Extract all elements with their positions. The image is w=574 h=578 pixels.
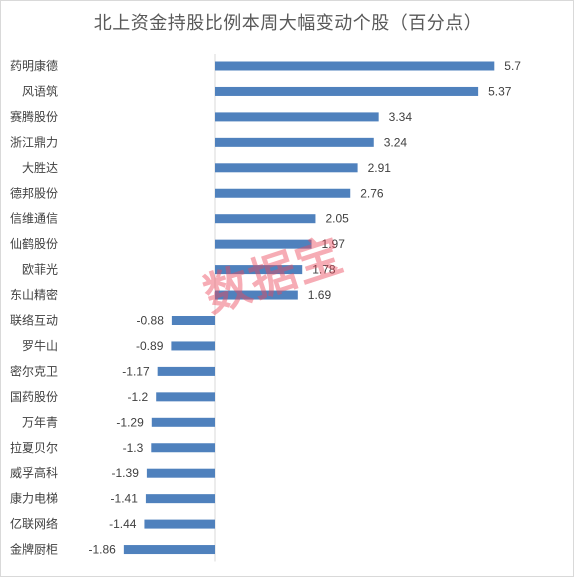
bar-6 (215, 214, 316, 224)
value-label-18: -1.44 (109, 517, 137, 531)
category-label-13: 国药股份 (10, 390, 58, 404)
value-label-12: -1.17 (122, 364, 150, 378)
category-label-12: 密尔克卫 (10, 363, 58, 378)
value-label-11: -0.89 (136, 339, 164, 353)
category-label-17: 康力电梯 (10, 491, 58, 506)
bar-4 (215, 163, 358, 173)
bar-14 (151, 417, 215, 427)
value-label-8: 1.78 (312, 263, 336, 277)
bar-16 (146, 468, 215, 478)
category-label-0: 药明康德 (10, 58, 58, 73)
value-label-19: -1.86 (89, 543, 117, 557)
chart-title: 北上资金持股比例本周大幅变动个股（百分点） (93, 13, 483, 34)
value-label-3: 3.24 (384, 135, 408, 149)
category-label-8: 欧菲光 (22, 263, 58, 277)
bar-2 (215, 112, 379, 122)
category-label-9: 东山精密 (10, 287, 58, 302)
value-label-13: -1.2 (128, 390, 149, 404)
bar-15 (151, 443, 215, 453)
bar-18 (144, 519, 215, 529)
category-label-11: 罗牛山 (22, 338, 58, 353)
category-label-18: 亿联网络 (10, 516, 58, 531)
value-label-7: 1.97 (322, 237, 346, 251)
bar-8 (215, 265, 303, 275)
bar-12 (157, 366, 215, 376)
value-label-0: 5.7 (504, 59, 521, 73)
bar-17 (145, 494, 215, 504)
value-label-9: 1.69 (308, 288, 332, 302)
category-label-5: 德邦股份 (10, 185, 58, 200)
bar-19 (123, 545, 215, 555)
bar-11 (171, 341, 215, 351)
bar-0 (215, 61, 495, 71)
bar-7 (215, 239, 312, 249)
value-label-15: -1.3 (123, 441, 144, 455)
category-label-7: 仙鹤股份 (10, 236, 58, 251)
category-label-14: 万年青 (22, 415, 58, 429)
bar-10 (171, 316, 215, 325)
value-label-17: -1.41 (111, 492, 139, 506)
category-label-10: 联络互动 (10, 313, 58, 328)
bar-1 (215, 86, 479, 96)
category-label-4: 大胜达 (22, 160, 58, 175)
category-label-15: 拉夏贝尔 (10, 440, 58, 455)
bar-3 (215, 137, 374, 147)
value-label-16: -1.39 (112, 466, 140, 480)
bar-9 (215, 290, 298, 300)
category-label-6: 信维通信 (10, 212, 58, 226)
category-label-16: 威孚高科 (10, 465, 58, 480)
value-label-14: -1.29 (116, 415, 144, 429)
category-label-1: 风语筑 (22, 83, 58, 98)
bar-13 (156, 392, 215, 402)
value-label-6: 2.05 (325, 212, 349, 226)
value-label-4: 2.91 (368, 161, 392, 175)
bar-5 (215, 188, 351, 198)
value-label-1: 5.37 (488, 84, 512, 98)
category-label-3: 浙江鼎力 (10, 135, 58, 149)
value-label-2: 3.34 (389, 110, 413, 124)
value-label-10: -0.88 (137, 314, 165, 328)
category-label-19: 金牌厨柜 (10, 542, 58, 557)
value-label-5: 2.76 (360, 186, 384, 200)
category-label-2: 赛腾股份 (10, 109, 58, 124)
